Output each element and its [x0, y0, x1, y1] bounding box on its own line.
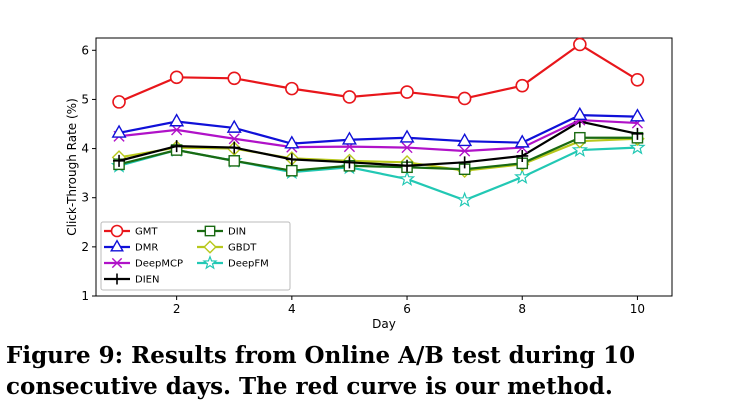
series-line-gmt	[118, 43, 639, 103]
data-point-dmr	[169, 113, 185, 127]
data-point-gmt	[457, 91, 472, 106]
data-point-dmr	[226, 119, 242, 133]
legend-marker-dien	[111, 273, 123, 285]
series-line-deepmcp	[118, 118, 638, 153]
y-tick-label: 2	[81, 240, 89, 254]
data-point-gmt	[169, 70, 184, 85]
series-line-dmr	[118, 114, 638, 145]
data-point-deepmcp	[228, 133, 240, 145]
data-point-dmr	[514, 134, 530, 148]
y-tick-label: 1	[81, 289, 89, 303]
series-dmr	[111, 106, 645, 149]
data-point-gmt	[342, 90, 357, 104]
legend-item-deepmcp: DeepMCP	[104, 257, 183, 270]
legend-marker-gmt	[110, 224, 124, 238]
data-point-deepmcp	[459, 145, 471, 157]
data-point-dmr	[572, 106, 588, 121]
data-point-gmt	[400, 85, 414, 99]
data-point-dmr	[284, 135, 300, 149]
data-point-deepmcp	[401, 141, 413, 154]
legend-marker-deepfm	[202, 254, 218, 270]
data-point-din	[286, 164, 298, 177]
series-line-dien	[118, 120, 638, 167]
legend-label: DMR	[135, 243, 158, 254]
data-point-dien	[458, 156, 471, 169]
legend-marker-gbdt	[203, 240, 217, 254]
data-point-deepfm	[398, 170, 416, 187]
legend-marker-deepmcp	[111, 257, 123, 269]
data-point-deepfm	[456, 191, 473, 208]
data-point-dien	[285, 153, 298, 166]
data-point-dmr	[111, 124, 127, 138]
data-point-gmt	[515, 78, 530, 93]
y-tick-label: 3	[81, 191, 89, 205]
data-point-gmt	[285, 81, 299, 96]
legend-item-dien: DIEN	[104, 273, 159, 286]
data-point-dien	[401, 159, 414, 172]
data-point-gmt	[112, 95, 126, 109]
series-line-din	[118, 136, 638, 172]
legend-item-deepfm: DeepFM	[197, 254, 269, 270]
data-point-dmr	[341, 131, 357, 145]
data-point-deepfm	[571, 141, 589, 158]
legend-item-din: DIN	[197, 225, 246, 238]
data-point-dien	[228, 141, 241, 154]
legend-label: GBDT	[228, 243, 257, 254]
legend-label: DeepMCP	[135, 259, 183, 270]
x-tick-label: 10	[630, 302, 645, 316]
data-point-dien	[516, 149, 529, 162]
y-tick-label: 6	[81, 43, 89, 57]
legend-label: DIEN	[135, 275, 159, 286]
legend-label: DIN	[228, 227, 246, 238]
data-point-dien	[343, 156, 356, 169]
legend-label: DeepFM	[228, 259, 269, 270]
data-point-deepmcp	[171, 124, 183, 136]
series-dien	[113, 115, 644, 172]
legend-label: GMT	[135, 227, 158, 238]
legend-item-gmt: GMT	[104, 224, 158, 238]
data-point-gmt	[227, 71, 242, 86]
x-tick-label: 6	[403, 302, 411, 316]
x-tick-label: 2	[173, 302, 181, 316]
data-point-deepfm	[629, 138, 646, 155]
data-point-dmr	[457, 132, 473, 147]
data-point-deepfm	[514, 168, 531, 185]
x-tick-label: 4	[288, 302, 296, 316]
data-point-dien	[170, 140, 183, 153]
x-axis-title: Day	[372, 317, 396, 331]
y-tick-label: 4	[81, 142, 89, 156]
legend-item-gbdt: GBDT	[197, 240, 257, 254]
data-point-dien	[113, 154, 126, 167]
y-tick-label: 5	[81, 92, 89, 106]
data-point-gmt	[573, 37, 587, 52]
data-point-dien	[631, 127, 644, 140]
legend-marker-din	[204, 225, 216, 237]
x-tick-label: 8	[518, 302, 526, 316]
series-layer	[110, 37, 646, 208]
figure-caption: Figure 9: Results from Online A/B test d…	[6, 342, 636, 400]
legend-item-dmr: DMR	[104, 239, 158, 254]
series-gmt	[112, 37, 645, 109]
data-point-dmr	[399, 129, 415, 143]
series-line-gbdt	[118, 137, 638, 172]
legend-marker-dmr	[110, 239, 124, 252]
data-point-din	[574, 131, 586, 144]
legend-box	[100, 221, 291, 291]
data-point-dmr	[629, 108, 645, 122]
y-axis-title: Click-Through Rate (%)	[65, 98, 79, 236]
data-point-gmt	[630, 72, 645, 87]
data-point-din	[228, 155, 241, 167]
legend: GMT DMR DeepMCP DIEN DIN GBDT DeepFM	[100, 221, 291, 291]
